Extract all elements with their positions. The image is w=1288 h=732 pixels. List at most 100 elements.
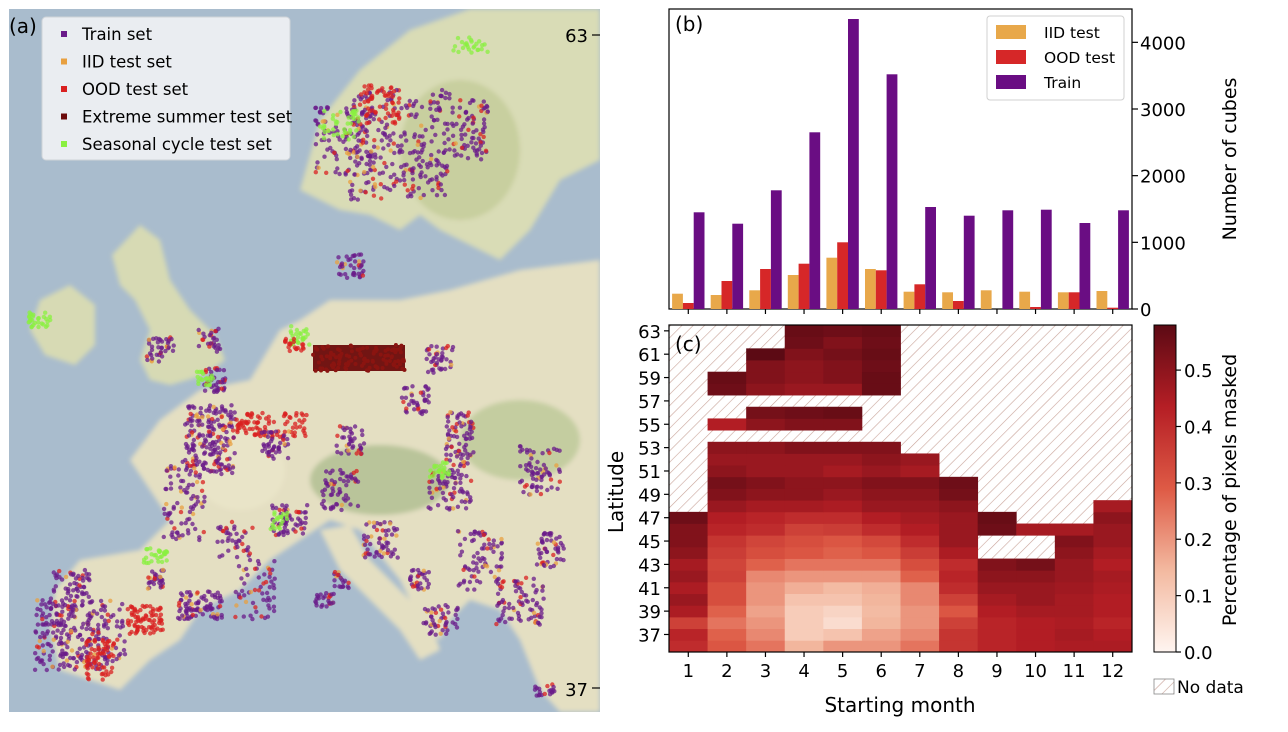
map-point	[294, 425, 299, 430]
map-point	[513, 583, 518, 588]
map-point	[362, 542, 368, 547]
map-point	[156, 548, 161, 553]
map-point	[354, 128, 359, 133]
map-point	[481, 134, 486, 140]
map-point	[435, 100, 440, 106]
map-point	[426, 570, 431, 575]
map-point	[366, 180, 371, 185]
map-point	[466, 127, 471, 132]
map-point	[427, 631, 432, 636]
heatmap-cell	[823, 441, 863, 454]
heatmap-cell	[861, 488, 901, 501]
map-point	[224, 530, 229, 536]
heatmap-cell	[939, 488, 979, 501]
map-point	[209, 606, 214, 611]
map-point	[336, 347, 340, 352]
map-point	[185, 517, 190, 522]
map-point	[224, 525, 229, 531]
map-point	[84, 591, 89, 596]
map-point	[429, 162, 434, 168]
map-point	[78, 656, 83, 661]
map-point	[540, 540, 545, 545]
map-legend-box	[41, 16, 291, 161]
map-point	[318, 105, 324, 111]
map-point	[328, 145, 333, 151]
map-point	[445, 433, 451, 438]
map-point	[86, 677, 92, 682]
heatmap-cell	[823, 325, 863, 338]
map-point	[430, 188, 435, 193]
map-point	[348, 256, 353, 262]
map-point	[289, 324, 294, 329]
map-point	[212, 342, 217, 348]
map-point	[468, 531, 473, 537]
map-point	[555, 545, 561, 550]
map-point	[419, 170, 424, 175]
heatmap-y-tick-label: 57	[638, 392, 661, 413]
map-point	[220, 539, 225, 544]
map-point	[502, 605, 507, 611]
map-point	[299, 526, 304, 531]
map-point	[415, 150, 421, 155]
map-point	[369, 149, 374, 154]
map-point	[207, 408, 212, 414]
map-point	[383, 106, 389, 112]
heatmap-cell	[861, 523, 901, 536]
map-point	[375, 366, 380, 370]
map-point	[343, 172, 348, 177]
map-point	[242, 593, 247, 598]
heatmap-x-tick-label: 7	[914, 661, 925, 682]
map-point	[441, 150, 446, 155]
map-point	[79, 625, 85, 630]
map-point	[245, 572, 250, 578]
map-point	[232, 410, 237, 415]
map-point	[534, 602, 539, 608]
map-point	[99, 614, 105, 620]
map-point	[378, 352, 383, 357]
map-point	[111, 641, 117, 647]
map-point	[332, 150, 337, 155]
map-point	[151, 612, 156, 618]
map-point	[217, 526, 223, 532]
map-point	[197, 537, 202, 543]
map-point	[445, 604, 450, 610]
map-point	[109, 665, 115, 670]
heatmap-cell	[746, 535, 786, 548]
map-point	[154, 352, 159, 357]
map-point	[385, 111, 391, 116]
map-point	[478, 558, 483, 564]
map-point	[428, 468, 433, 473]
heatmap-cell	[939, 605, 979, 618]
map-point	[47, 653, 53, 658]
map-point	[38, 607, 43, 613]
map-point	[285, 419, 290, 424]
map-point	[75, 650, 80, 656]
map-point	[445, 628, 450, 633]
map-point	[398, 164, 404, 170]
map-point	[374, 549, 379, 555]
map-point	[29, 325, 34, 330]
map-point	[424, 162, 430, 167]
map-point	[434, 360, 440, 366]
map-point	[232, 524, 237, 529]
map-point	[44, 620, 49, 626]
map-point	[159, 345, 164, 351]
map-point	[228, 420, 233, 425]
map-point	[164, 501, 169, 507]
map-point	[460, 452, 466, 457]
heatmap-cell	[1093, 628, 1133, 641]
map-point	[156, 559, 161, 564]
map-point	[420, 158, 425, 164]
heatmap-cell	[746, 465, 786, 478]
map-point	[437, 469, 442, 475]
map-point	[179, 521, 184, 526]
map-point	[183, 608, 189, 614]
map-point	[358, 188, 363, 193]
bar-iid-test	[1019, 291, 1031, 309]
map-point	[180, 533, 185, 538]
map-point	[366, 153, 371, 159]
map-point	[336, 255, 341, 260]
heatmap-cell	[1054, 593, 1094, 606]
